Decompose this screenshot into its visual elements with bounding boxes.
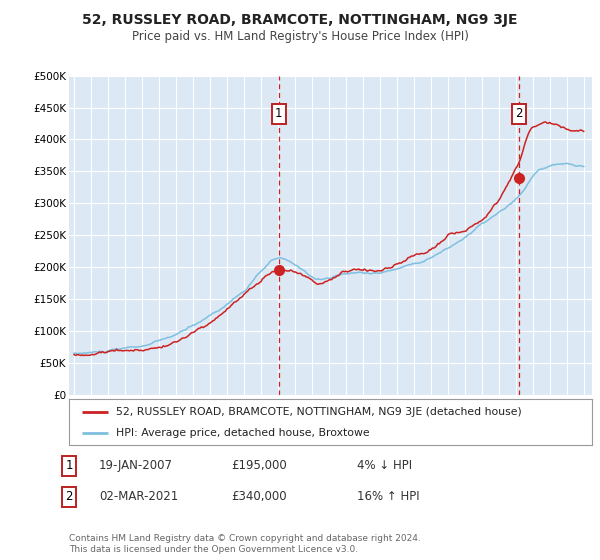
Text: 4% ↓ HPI: 4% ↓ HPI xyxy=(357,459,412,473)
Text: 2: 2 xyxy=(65,490,73,503)
Text: £340,000: £340,000 xyxy=(231,490,287,503)
Text: 1: 1 xyxy=(275,108,283,120)
Text: Price paid vs. HM Land Registry's House Price Index (HPI): Price paid vs. HM Land Registry's House … xyxy=(131,30,469,43)
Text: Contains HM Land Registry data © Crown copyright and database right 2024.
This d: Contains HM Land Registry data © Crown c… xyxy=(69,534,421,554)
Text: 19-JAN-2007: 19-JAN-2007 xyxy=(99,459,173,473)
Text: £195,000: £195,000 xyxy=(231,459,287,473)
Text: 1: 1 xyxy=(65,459,73,473)
Text: 52, RUSSLEY ROAD, BRAMCOTE, NOTTINGHAM, NG9 3JE (detached house): 52, RUSSLEY ROAD, BRAMCOTE, NOTTINGHAM, … xyxy=(116,407,522,417)
Text: 52, RUSSLEY ROAD, BRAMCOTE, NOTTINGHAM, NG9 3JE: 52, RUSSLEY ROAD, BRAMCOTE, NOTTINGHAM, … xyxy=(82,13,518,27)
Text: 02-MAR-2021: 02-MAR-2021 xyxy=(99,490,178,503)
Text: HPI: Average price, detached house, Broxtowe: HPI: Average price, detached house, Brox… xyxy=(116,428,370,438)
Text: 16% ↑ HPI: 16% ↑ HPI xyxy=(357,490,419,503)
Text: 2: 2 xyxy=(515,108,523,120)
